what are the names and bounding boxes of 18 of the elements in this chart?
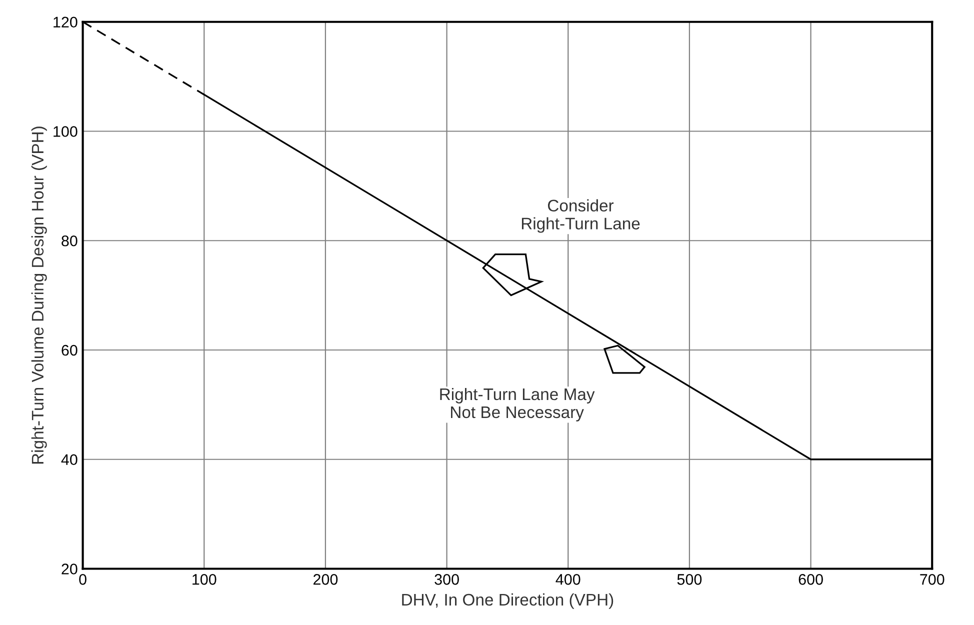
annotation: Consider Right-Turn Lane [522, 199, 640, 233]
y-tick-label: 100 [54, 126, 78, 137]
x-tick-label: 600 [798, 574, 823, 585]
x-tick-label: 100 [192, 574, 216, 585]
annotation: Right-Turn Lane May Not Be Necessary [440, 388, 595, 422]
x-tick-label: 200 [313, 574, 338, 585]
x-tick-label: 0 [79, 574, 86, 585]
x-tick-label: 700 [920, 574, 944, 585]
x-tick-label: 400 [556, 574, 580, 585]
y-tick-label: 20 [62, 564, 78, 574]
y-tick-label: 60 [62, 344, 78, 356]
y-tick-label: 120 [54, 16, 78, 28]
y-axis-title: Right-Turn Volume During Design Hour (VPH) [31, 126, 47, 464]
x-tick-label: 500 [677, 574, 702, 585]
y-tick-label: 40 [61, 454, 78, 466]
y-tick-label: 80 [62, 235, 78, 246]
x-tick-label: 300 [434, 574, 459, 585]
x-axis-title: DHV, In One Direction (VPH) [402, 593, 614, 609]
